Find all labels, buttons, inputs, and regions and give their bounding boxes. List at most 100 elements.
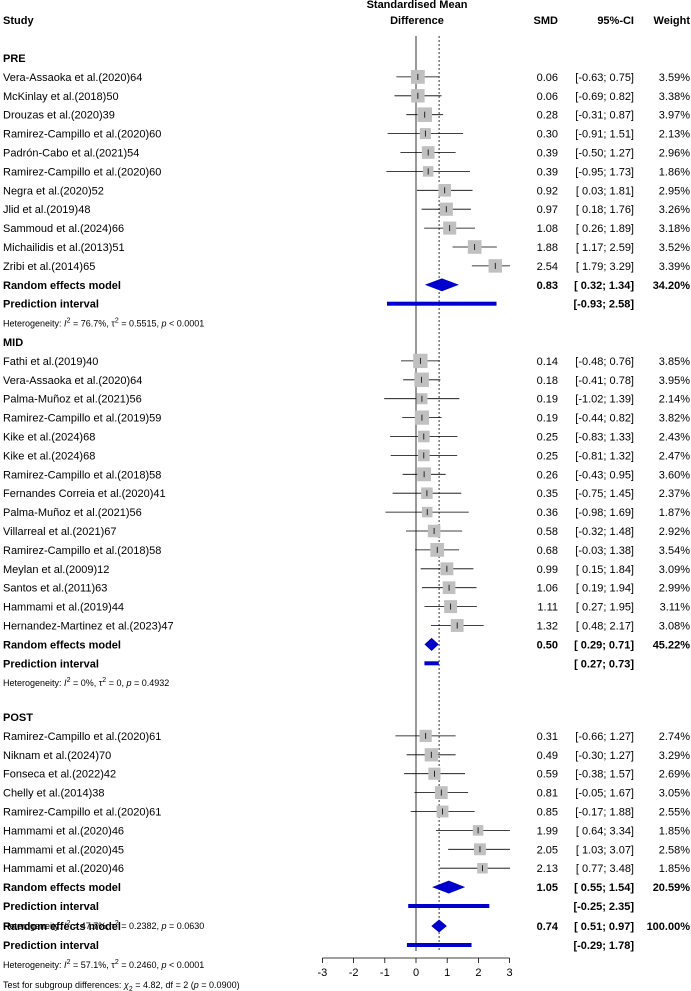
study-smd: 0.18 (537, 375, 558, 387)
x-tick-label: -3 (318, 967, 328, 979)
study-label: Hammami et al.(2020)46 (3, 825, 124, 837)
study-smd: 0.30 (537, 129, 558, 141)
random-effects-label: Random effects model (3, 882, 121, 894)
study-label: Hammami et al.(2020)45 (3, 844, 124, 856)
study-smd: 1.88 (537, 242, 558, 254)
study-weight: 3.26% (659, 204, 690, 216)
random-effects-weight: 45.22% (653, 639, 691, 651)
study-ci: [-0.83; 1.33] (575, 432, 634, 444)
random-effects-label: Random effects model (3, 639, 121, 651)
study-ci: [-0.75; 1.45] (575, 488, 634, 500)
study-smd: 0.31 (537, 731, 558, 743)
overall-heterogeneity-text: Heterogeneity: I2 = 57.1%, τ2 = 0.2460, … (3, 959, 204, 970)
prediction-interval-ci: [-0.93; 2.58] (573, 299, 634, 311)
study-label: Vera-Assaoka et al.(2020)64 (3, 72, 142, 84)
study-smd: 1.32 (537, 621, 558, 633)
study-label: Drouzas et al.(2020)39 (3, 110, 115, 122)
study-ci: [-0.30; 1.27] (575, 750, 634, 762)
study-label: Villarreal et al.(2021)67 (3, 526, 117, 538)
header-effect-title-2: Difference (390, 15, 444, 27)
study-weight: 2.13% (659, 129, 690, 141)
study-smd: 0.14 (537, 356, 558, 368)
header-study: Study (3, 15, 34, 27)
study-ci: [-0.91; 1.51] (575, 129, 634, 141)
study-weight: 1.85% (659, 825, 690, 837)
study-ci: [-0.98; 1.69] (575, 507, 634, 519)
random-effects-diamond (424, 637, 439, 651)
study-weight: 2.37% (659, 488, 690, 500)
random-effects-label: Random effects model (3, 280, 121, 292)
study-label: Fathi et al.(2019)40 (3, 356, 98, 368)
study-smd: 0.68 (537, 545, 558, 557)
study-weight: 2.74% (659, 731, 690, 743)
study-weight: 3.05% (659, 788, 690, 800)
study-ci: [ 1.79; 3.29] (576, 261, 634, 273)
prediction-interval-bar (424, 661, 439, 666)
study-label: Hernandez-Martinez et al.(2023)47 (3, 621, 174, 633)
study-weight: 3.18% (659, 223, 690, 235)
study-weight: 2.95% (659, 185, 690, 197)
study-weight: 3.60% (659, 469, 690, 481)
study-label: Niknam et al.(2024)70 (3, 750, 111, 762)
study-label: Palma-Muñoz et al.(2021)56 (3, 507, 142, 519)
study-ci: [-0.63; 0.75] (575, 72, 634, 84)
subgroup-title: MID (3, 337, 23, 349)
study-smd: 0.06 (537, 91, 558, 103)
study-ci: [ 0.64; 3.34] (576, 825, 634, 837)
study-smd: 2.05 (537, 844, 558, 856)
prediction-interval-label: Prediction interval (3, 658, 99, 670)
study-smd: 0.36 (537, 507, 558, 519)
prediction-interval-ci: [ 0.27; 0.73] (574, 658, 634, 670)
study-ci: [-0.48; 0.76] (575, 356, 634, 368)
study-weight: 3.39% (659, 261, 690, 273)
study-weight: 3.54% (659, 545, 690, 557)
study-weight: 3.82% (659, 413, 690, 425)
random-effects-smd: 1.05 (537, 882, 558, 894)
header-row: Study Standardised Mean Difference SMD 9… (3, 0, 690, 27)
study-smd: 0.99 (537, 564, 558, 576)
random-effects-smd: 0.50 (537, 639, 558, 651)
study-ci: [-0.03; 1.38] (575, 545, 634, 557)
heterogeneity-text: Heterogeneity: I2 = 0%, τ2 = 0, p = 0.49… (3, 677, 169, 688)
study-weight: 3.11% (660, 602, 691, 614)
study-ci: [-0.50; 1.27] (575, 148, 634, 160)
study-ci: [ 0.48; 2.17] (576, 621, 634, 633)
study-label: Michailidis et al.(2013)51 (3, 242, 125, 254)
study-weight: 2.96% (659, 148, 690, 160)
x-tick-label: 2 (475, 967, 481, 979)
study-smd: 0.06 (537, 72, 558, 84)
overall-random-effects-label: Random effects model (3, 921, 121, 933)
study-weight: 2.14% (659, 394, 690, 406)
study-ci: [-0.38; 1.57] (575, 769, 634, 781)
study-ci: [ 0.18; 1.76] (576, 204, 634, 216)
study-weight: 2.99% (659, 583, 690, 595)
study-smd: 0.28 (537, 110, 558, 122)
random-effects-ci: [ 0.55; 1.54] (574, 882, 634, 894)
study-ci: [-0.44; 0.82] (575, 413, 634, 425)
study-smd: 1.99 (537, 825, 558, 837)
study-weight: 3.52% (659, 242, 690, 254)
study-weight: 3.38% (659, 91, 690, 103)
study-label: Ramirez-Campillo et al.(2020)60 (3, 129, 161, 141)
study-ci: [-1.02; 1.39] (575, 394, 634, 406)
study-ci: [-0.32; 1.48] (575, 526, 634, 538)
study-smd: 0.49 (537, 750, 558, 762)
overall-random-effects-ci: [ 0.51; 0.97] (574, 921, 634, 933)
study-label: Jlid et al.(2019)48 (3, 204, 90, 216)
study-label: Ramirez-Campillo et al.(2018)58 (3, 469, 161, 481)
random-effects-smd: 0.83 (537, 280, 558, 292)
study-ci: [-0.05; 1.67] (575, 788, 634, 800)
prediction-interval-bar (408, 904, 490, 908)
header-ci: 95%-CI (597, 15, 634, 27)
x-tick-label: 1 (444, 967, 450, 979)
study-smd: 0.39 (537, 166, 558, 178)
study-weight: 2.47% (659, 450, 690, 462)
study-ci: [ 0.26; 1.89] (576, 223, 634, 235)
study-smd: 2.54 (537, 261, 558, 273)
study-weight: 3.08% (659, 621, 690, 633)
heterogeneity-text: Heterogeneity: I2 = 76.7%, τ2 = 0.5515, … (3, 318, 204, 329)
prediction-interval-bar (386, 301, 497, 306)
study-label: Ramirez-Campillo et al.(2018)58 (3, 545, 161, 557)
x-tick-label: 0 (413, 967, 419, 979)
study-smd: 0.85 (537, 807, 558, 819)
